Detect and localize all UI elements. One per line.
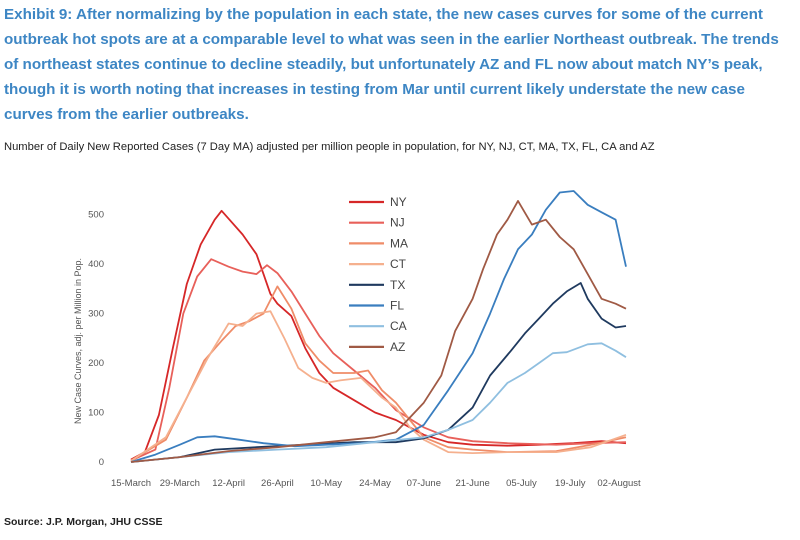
legend-label: AZ <box>390 340 405 354</box>
x-tick-label: 12-April <box>212 478 245 489</box>
legend-label: MA <box>390 236 408 250</box>
series-line-fl <box>130 190 627 463</box>
source-note: Source: J.P. Morgan, JHU CSSE <box>4 516 163 528</box>
series-line-ct <box>130 310 627 462</box>
y-tick-label: 400 <box>88 259 104 270</box>
chart-subtitle: Number of Daily New Reported Cases (7 Da… <box>4 141 655 153</box>
x-tick-label: 26-April <box>261 478 294 489</box>
x-tick-label: 21-June <box>455 478 489 489</box>
y-tick-label: 200 <box>88 358 104 369</box>
legend-label: CT <box>390 257 407 271</box>
y-axis: 0 100 200 300 400 500 <box>88 210 104 468</box>
x-tick-label: 29-March <box>160 478 200 489</box>
y-tick-label: 0 <box>99 457 104 468</box>
y-tick-label: 300 <box>88 309 104 320</box>
legend-label: NJ <box>390 216 405 230</box>
series-line-ma <box>130 285 627 462</box>
legend: NY NJ MA CT TX FL CA AZ <box>349 195 408 354</box>
x-tick-label: 07-June <box>407 478 441 489</box>
y-axis-title: New Case Curves, adj. per Million in Pop… <box>73 258 83 424</box>
x-tick-label: 02-August <box>597 478 641 489</box>
legend-label: FL <box>390 299 404 313</box>
x-tick-label: 15-March <box>111 478 151 489</box>
y-tick-label: 500 <box>88 210 104 221</box>
series-line-ny <box>130 209 627 461</box>
x-tick-label: 05-July <box>506 478 537 489</box>
series-line-az <box>130 200 627 463</box>
x-tick-label: 10-May <box>310 478 342 489</box>
series-lines <box>130 190 627 463</box>
y-tick-label: 100 <box>88 408 104 419</box>
x-tick-label: 24-May <box>359 478 391 489</box>
legend-label: CA <box>390 319 407 333</box>
series-line-ca <box>130 342 627 463</box>
x-axis: 15-March 29-March 12-April 26-April 10-May 24… <box>111 478 641 489</box>
exhibit-title: Exhibit 9: After normalizing by the popu… <box>4 6 779 123</box>
legend-label: NY <box>390 195 407 209</box>
series-line-tx <box>130 282 627 463</box>
series-line-nj <box>130 258 627 462</box>
x-tick-label: 19-July <box>555 478 586 489</box>
legend-label: TX <box>390 278 405 292</box>
